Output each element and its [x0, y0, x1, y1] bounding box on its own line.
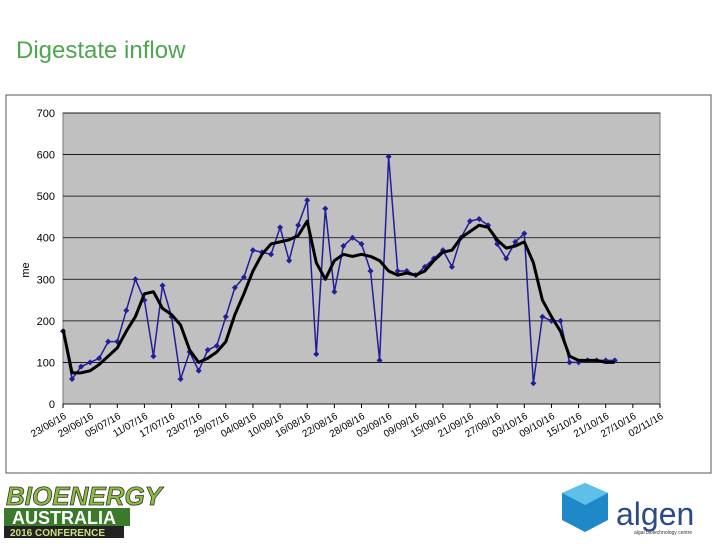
conference-logo: BIOENERGY AUSTRALIA 2016 CONFERENCE — [4, 481, 165, 539]
data-point — [340, 243, 347, 250]
data-point — [448, 263, 455, 270]
y-axis-label: me — [20, 262, 32, 277]
data-point — [376, 357, 383, 364]
logo-text: BIOENERGY — [6, 481, 165, 511]
data-point — [231, 284, 238, 291]
series-line — [61, 219, 615, 375]
y-tick-label: 300 — [37, 274, 55, 286]
data-point — [87, 359, 94, 366]
data-point — [557, 317, 564, 324]
plot-area — [62, 112, 661, 405]
logo-text: 2016 CONFERENCE — [10, 528, 105, 539]
data-point — [159, 282, 166, 289]
data-point — [105, 338, 112, 345]
data-point — [204, 346, 211, 353]
slide-title: Digestate inflow — [16, 37, 186, 64]
y-tick-label: 0 — [49, 399, 55, 411]
data-point — [394, 267, 401, 274]
data-point — [349, 234, 356, 241]
data-point — [240, 274, 247, 281]
data-point — [277, 224, 284, 231]
y-tick-label: 500 — [37, 191, 55, 203]
data-point — [268, 251, 275, 258]
logo-text: AUSTRALIA — [12, 508, 116, 528]
data-point — [467, 218, 474, 225]
data-point — [539, 313, 546, 320]
data-point — [512, 238, 519, 245]
data-point — [132, 276, 139, 283]
data-point — [521, 230, 528, 237]
data-point — [530, 380, 537, 387]
data-point — [304, 197, 311, 204]
y-tick-label: 700 — [37, 108, 55, 120]
data-point — [69, 376, 76, 383]
logo-band — [4, 508, 130, 526]
data-point — [249, 247, 256, 254]
data-point — [222, 313, 229, 320]
data-point — [331, 288, 338, 295]
data-point — [313, 351, 320, 358]
data-point — [286, 257, 293, 264]
data-point — [566, 359, 573, 366]
logo-text: algen — [616, 496, 694, 532]
data-point — [367, 267, 374, 274]
logo-subtext: algal biotechnology centre — [634, 530, 692, 536]
y-tick-label: 600 — [37, 150, 55, 162]
data-point — [150, 353, 157, 360]
data-point — [322, 205, 329, 212]
data-point — [358, 240, 365, 247]
data-point — [503, 255, 510, 262]
data-point — [195, 367, 202, 374]
logo-band — [4, 526, 124, 538]
logo-hex-top — [562, 483, 608, 505]
algen-logo: algen algal biotechnology centre — [562, 483, 694, 536]
data-point — [213, 342, 220, 349]
data-point — [123, 307, 130, 314]
data-point — [476, 216, 483, 223]
data-point — [177, 376, 184, 383]
data-point — [78, 363, 85, 370]
data-point — [385, 153, 392, 160]
y-tick-label: 100 — [37, 357, 55, 369]
data-point — [295, 222, 302, 229]
y-tick-label: 200 — [37, 316, 55, 328]
data-point — [96, 355, 103, 362]
y-tick-label: 400 — [37, 233, 55, 245]
